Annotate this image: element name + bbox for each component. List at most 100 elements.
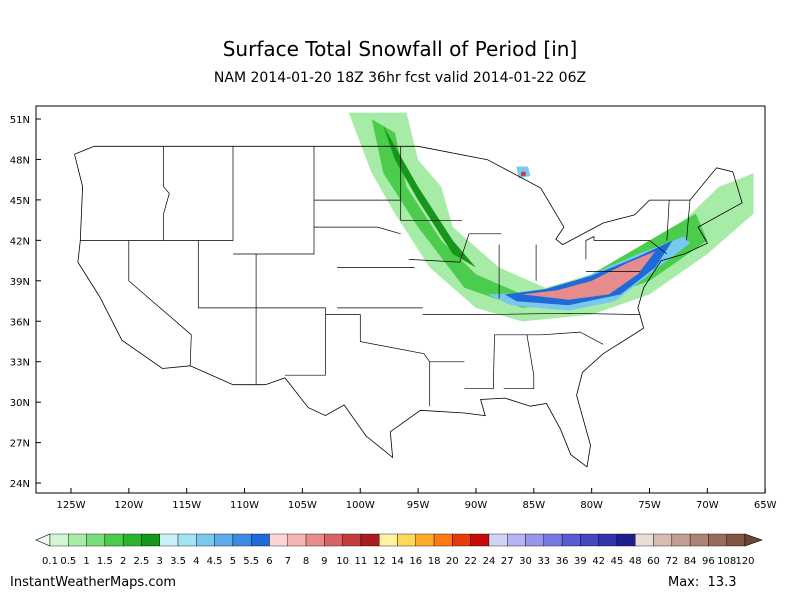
colorbar-label: 8 <box>303 556 309 567</box>
lon-label: 75W <box>638 500 661 511</box>
colorbar-box <box>324 533 343 547</box>
colorbar-label: 4 <box>193 556 199 567</box>
colorbar-label: 1 <box>83 556 89 567</box>
colorbar-box <box>653 533 673 547</box>
map-frame <box>35 105 766 494</box>
colorbar-box <box>305 533 325 547</box>
state-border <box>197 240 257 385</box>
state-border <box>233 146 315 255</box>
colorbar-label: 45 <box>611 556 624 567</box>
colorbar-box <box>726 533 746 547</box>
colorbar-box <box>616 533 636 547</box>
state-border <box>255 254 326 376</box>
colorbar-box <box>580 533 599 547</box>
colorbar-box <box>415 533 435 547</box>
lat-label: 45N <box>10 196 30 207</box>
colorbar-label: 108 <box>717 556 736 567</box>
colorbar-box <box>397 533 416 547</box>
colorbar-box <box>232 533 252 547</box>
lat-label: 27N <box>10 439 30 450</box>
title: Surface Total Snowfall of Period [in] <box>223 37 578 61</box>
colorbar-label: 39 <box>574 556 587 567</box>
lon-label: 110W <box>230 500 259 511</box>
lon-label: 90W <box>465 500 488 511</box>
lat-label: 39N <box>10 277 30 288</box>
colorbar-box <box>379 533 398 547</box>
state-border <box>666 200 670 241</box>
site-credit: InstantWeatherMaps.com <box>10 575 176 590</box>
colorbar-box <box>708 533 727 547</box>
colorbar-label: 9 <box>321 556 327 567</box>
colorbar-label: 6 <box>266 556 272 567</box>
colorbar-label: 10 <box>336 556 349 567</box>
colorbar-box <box>360 533 380 547</box>
lon-label: 95W <box>407 500 430 511</box>
colorbar-label: 20 <box>446 556 459 567</box>
colorbar-box <box>68 533 87 547</box>
subtitle: NAM 2014-01-20 18Z 36hr fcst valid 2014-… <box>214 70 586 86</box>
snow-area <box>521 171 526 176</box>
colorbar-label: 5.5 <box>243 556 259 567</box>
lat-label: 33N <box>10 358 30 369</box>
lat-label: 51N <box>10 115 30 126</box>
coastline <box>74 145 743 468</box>
state-border <box>526 331 604 345</box>
colorbar-box <box>49 533 69 547</box>
lon-label: 65W <box>754 500 777 511</box>
colorbar-box <box>86 533 106 547</box>
colorbar-label: 36 <box>556 556 569 567</box>
colorbar-label: 22 <box>464 556 477 567</box>
colorbar-box <box>159 533 179 547</box>
max-value: Max: 13.3 <box>668 575 736 590</box>
colorbar-label: 42 <box>592 556 605 567</box>
colorbar-box <box>689 533 709 547</box>
lon-label: 115W <box>172 500 201 511</box>
colorbar-label: 48 <box>629 556 642 567</box>
colorbar-label: 14 <box>391 556 404 567</box>
snow-area <box>504 240 673 306</box>
colorbar-label: 11 <box>355 556 368 567</box>
colorbar-box <box>635 533 654 547</box>
state-border <box>594 240 668 255</box>
colorbar-box <box>287 533 307 547</box>
lon-label: 120W <box>114 500 143 511</box>
colorbar-box <box>598 533 618 547</box>
colorbar-box <box>470 533 490 547</box>
colorbar-box <box>104 533 124 547</box>
colorbar-label: 18 <box>428 556 441 567</box>
colorbar-label: 0.5 <box>60 556 76 567</box>
colorbar: 0.1 0.5 1 1.5 2 2.5 3 3.5 4 4.5 5 5.5 6 7 8 9 10 11 12 14 16… <box>35 533 763 567</box>
lon-label: 80W <box>580 500 603 511</box>
colorbar-label: 16 <box>409 556 422 567</box>
map: 51N 48N 45N 42N 39N 36N 33N 30N 27N 24N 125W 120W 11… <box>10 112 777 511</box>
lon-label: 125W <box>57 500 86 511</box>
colorbar-label: 3.5 <box>170 556 186 567</box>
snow-area <box>522 251 656 300</box>
colorbar-box <box>525 533 545 547</box>
colorbar-box <box>196 533 215 547</box>
colorbar-label: 24 <box>483 556 496 567</box>
state-border <box>163 146 170 241</box>
colorbar-label: 3 <box>157 556 163 567</box>
colorbar-label: 27 <box>501 556 514 567</box>
lat-label: 24N <box>10 479 30 490</box>
colorbar-label: 96 <box>702 556 715 567</box>
colorbar-label: 7 <box>285 556 291 567</box>
colorbar-label: 33 <box>537 556 550 567</box>
colorbar-box <box>177 533 197 547</box>
colorbar-label: 2.5 <box>133 556 149 567</box>
colorbar-label: 1.5 <box>97 556 113 567</box>
state-border <box>422 312 641 315</box>
colorbar-box <box>488 533 508 547</box>
colorbar-label: 30 <box>519 556 532 567</box>
colorbar-box <box>269 533 288 547</box>
lat-label: 48N <box>10 155 30 166</box>
state-border <box>686 200 691 241</box>
colorbar-label: 2 <box>120 556 126 567</box>
colorbar-box <box>507 533 526 547</box>
colorbar-box <box>250 533 270 547</box>
colorbar-label: 5 <box>230 556 236 567</box>
colorbar-high-end <box>744 533 763 547</box>
colorbar-label: 84 <box>684 556 697 567</box>
